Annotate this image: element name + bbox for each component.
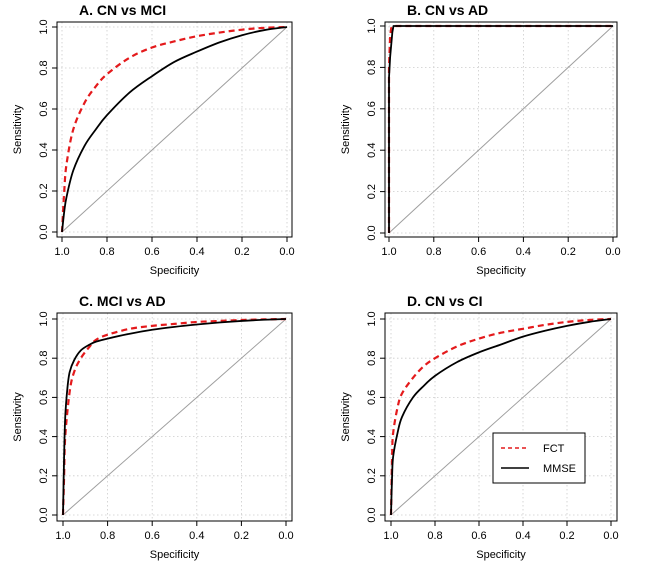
- x-tick-label: 0.2: [561, 246, 576, 258]
- y-tick-label: 0.4: [366, 143, 378, 158]
- y-tick-label: 0.2: [38, 183, 50, 198]
- x-tick-label: 1.0: [381, 246, 396, 258]
- y-tick-label: 0.6: [38, 101, 50, 116]
- legend-label-mmse: MMSE: [543, 463, 576, 475]
- y-tick-label: 1.0: [366, 311, 378, 326]
- chance-diagonal: [390, 318, 612, 516]
- y-tick-label: 0.2: [38, 468, 50, 483]
- series-fct-line: [389, 317, 612, 516]
- x-tick-label: 0.2: [234, 246, 249, 258]
- y-axis-label: Sensitivity: [340, 392, 352, 442]
- x-tick-label: 0.4: [516, 246, 531, 258]
- y-tick-label: 0.6: [366, 390, 378, 405]
- series-mmse-line: [390, 318, 612, 516]
- y-tick-label: 0.4: [366, 429, 378, 444]
- plot-frame: [56, 21, 293, 238]
- x-tick-label: 0.0: [278, 530, 293, 542]
- y-tick-label: 0.4: [38, 429, 50, 444]
- y-tick-label: 0.8: [38, 60, 50, 75]
- x-tick-label: 1.0: [54, 246, 69, 258]
- panel-2: 1.0 0.8 0.6 0.4 0.2 0.0 0.0 0.2 0.4 0.6 0.8 1.0 Spec…: [340, 2, 621, 277]
- x-tick-label: 0.4: [515, 530, 530, 542]
- x-tick-label: 0.6: [145, 530, 160, 542]
- x-tick-label: 0.0: [279, 246, 294, 258]
- x-axis-label: Specificity: [150, 549, 200, 561]
- y-axis-label: Sensitivity: [12, 104, 24, 154]
- chance-diagonal: [62, 318, 287, 516]
- series-fct-line: [61, 317, 287, 516]
- chance-diagonal: [61, 26, 288, 233]
- x-tick-label: 1.0: [55, 530, 70, 542]
- x-tick-label: 0.6: [144, 246, 159, 258]
- series-mmse-line: [61, 26, 288, 233]
- y-tick-label: 0.4: [38, 142, 50, 157]
- y-tick-label: 0.2: [366, 468, 378, 483]
- x-tick-label: 0.4: [189, 246, 204, 258]
- panel-title: D. CN vs CI: [407, 293, 482, 309]
- y-tick-label: 0.8: [366, 60, 378, 75]
- y-tick-label: 1.0: [38, 311, 50, 326]
- legend-box: [492, 432, 586, 484]
- panel-title: A. CN vs MCI: [79, 2, 166, 18]
- y-tick-label: 0.8: [38, 351, 50, 366]
- y-axis-label: Sensitivity: [340, 104, 352, 154]
- chance-diagonal: [388, 25, 614, 234]
- x-tick-label: 1.0: [383, 530, 398, 542]
- y-tick-label: 0.0: [38, 224, 50, 239]
- x-tick-label: 0.0: [603, 530, 618, 542]
- y-tick-label: 1.0: [38, 19, 50, 34]
- series-mmse-line: [62, 318, 287, 516]
- y-tick-label: 0.0: [366, 507, 378, 522]
- y-tick-label: 1.0: [366, 18, 378, 33]
- x-tick-label: 0.2: [559, 530, 574, 542]
- panel-title: B. CN vs AD: [407, 2, 488, 18]
- x-tick-label: 0.4: [189, 530, 204, 542]
- y-tick-label: 0.6: [366, 101, 378, 116]
- series-mmse-line: [388, 25, 613, 233]
- panel-3: 1.0 0.8 0.6 0.4 0.2 0.0 0.0 0.2 0.4 0.6 0.8 1.0 Spec…: [12, 293, 294, 561]
- y-tick-label: 0.0: [38, 507, 50, 522]
- panel-4: 1.0 0.8 0.6 0.4 0.2 0.0 0.0 0.2 0.4 0.6 0.8 1.0 Spec…: [340, 293, 619, 561]
- panel-title: C. MCI vs AD: [79, 293, 166, 309]
- plot-frame: [384, 21, 618, 238]
- x-tick-label: 0.8: [426, 246, 441, 258]
- legend: FCT MMSE: [492, 432, 586, 484]
- plot-frame: [56, 312, 293, 522]
- y-tick-label: 0.8: [366, 351, 378, 366]
- y-tick-label: 0.6: [38, 390, 50, 405]
- y-tick-label: 0.2: [366, 184, 378, 199]
- x-tick-label: 0.2: [234, 530, 249, 542]
- x-tick-label: 0.8: [100, 530, 115, 542]
- y-tick-label: 0.0: [366, 225, 378, 240]
- plot-frame: [384, 312, 618, 522]
- panel-1: 1.0 0.8 0.6 0.4 0.2 0.0 0.0 0.2 0.4 0.6 0.8 1.0 Spec…: [12, 2, 295, 277]
- x-axis-label: Specificity: [476, 265, 526, 277]
- x-axis-label: Specificity: [476, 549, 526, 561]
- x-tick-label: 0.0: [605, 246, 620, 258]
- x-tick-label: 0.6: [471, 246, 486, 258]
- x-tick-label: 0.6: [471, 530, 486, 542]
- x-axis-label: Specificity: [150, 265, 200, 277]
- legend-label-fct: FCT: [543, 443, 565, 455]
- y-axis-label: Sensitivity: [12, 392, 24, 442]
- x-tick-label: 0.8: [427, 530, 442, 542]
- x-tick-label: 0.8: [99, 246, 114, 258]
